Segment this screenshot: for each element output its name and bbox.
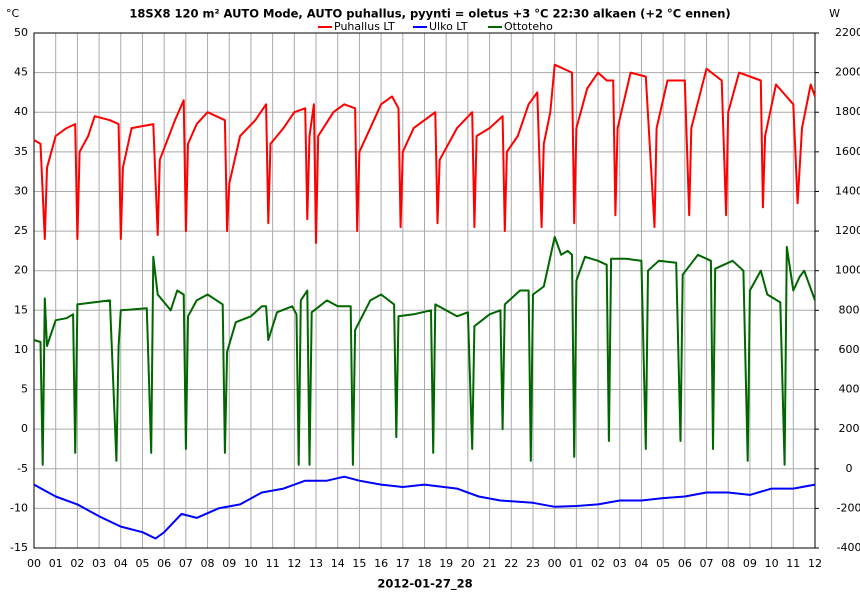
x-tick-label: 03 — [92, 557, 106, 570]
y2-tick-label: 600 — [839, 343, 860, 356]
x-tick-label: 04 — [114, 557, 128, 570]
x-tick-label: 23 — [526, 557, 540, 570]
legend-label: Puhallus LT — [334, 20, 395, 33]
plot-frame — [33, 32, 816, 549]
y2-tick-label: 1000 — [835, 264, 860, 277]
y-tick-label: -5 — [17, 462, 28, 475]
x-tick-label: 06 — [678, 557, 692, 570]
y-tick-label: -10 — [10, 501, 28, 514]
x-tick-label: 02 — [591, 557, 605, 570]
series-line — [33, 236, 816, 466]
y2-tick-label: 2000 — [835, 66, 860, 79]
y2-tick-label: 2200 — [835, 26, 860, 39]
y-tick-label: 25 — [14, 224, 28, 237]
x-tick-label: 09 — [743, 557, 757, 570]
legend-label: Ulko LT — [429, 20, 468, 33]
x-tick-label: 00 — [27, 557, 41, 570]
series-line — [33, 63, 816, 244]
y2-axis-unit: W — [829, 7, 840, 20]
y-tick-label: 50 — [14, 26, 28, 39]
x-tick-label: 05 — [135, 557, 149, 570]
y-tick-label: 10 — [14, 343, 28, 356]
x-tick-label: 01 — [49, 557, 63, 570]
x-tick-label: 14 — [331, 557, 345, 570]
x-tick-label: 07 — [179, 557, 193, 570]
x-tick-label: 01 — [569, 557, 583, 570]
y2-tick-label: 400 — [839, 383, 860, 396]
x-tick-label: 12 — [287, 557, 301, 570]
y-axis-unit: °C — [6, 7, 20, 20]
y-tick-label: 0 — [21, 422, 28, 435]
y2-tick-label: 800 — [839, 303, 860, 316]
x-tick-label: 22 — [504, 557, 518, 570]
x-tick-label: 21 — [483, 557, 497, 570]
x-tick-label: 06 — [157, 557, 171, 570]
x-tick-label: 09 — [222, 557, 236, 570]
x-axis-label: 2012-01-27_28 — [377, 577, 472, 592]
x-tick-label: 03 — [613, 557, 627, 570]
x-tick-label: 17 — [396, 557, 410, 570]
x-tick-label: 11 — [786, 557, 800, 570]
y-tick-label: 30 — [14, 184, 28, 197]
y-tick-label: 45 — [14, 66, 28, 79]
x-tick-label: 18 — [418, 557, 432, 570]
y2-tick-label: 0 — [846, 462, 853, 475]
y2-tick-label: 1200 — [835, 224, 860, 237]
x-tick-label: 19 — [439, 557, 453, 570]
series-line — [33, 475, 816, 540]
y2-tick-label: 1800 — [835, 105, 860, 118]
y-tick-label: 40 — [14, 105, 28, 118]
chart-title: 18SX8 120 m² AUTO Mode, AUTO puhallus, p… — [129, 7, 730, 21]
y2-tick-label: 1600 — [835, 145, 860, 158]
x-tick-label: 16 — [374, 557, 388, 570]
x-tick-label: 10 — [765, 557, 779, 570]
legend-label: Ottoteho — [504, 20, 553, 33]
x-tick-label: 05 — [656, 557, 670, 570]
x-tick-label: 07 — [700, 557, 714, 570]
y2-tick-label: -200 — [837, 501, 860, 514]
y-tick-label: 5 — [21, 383, 28, 396]
x-tick-label: 13 — [309, 557, 323, 570]
x-tick-label: 11 — [266, 557, 280, 570]
y2-tick-label: 200 — [839, 422, 860, 435]
x-tick-label: 00 — [548, 557, 562, 570]
x-tick-label: 08 — [721, 557, 735, 570]
y2-tick-label: 1400 — [835, 184, 860, 197]
y-tick-label: 35 — [14, 145, 28, 158]
y-tick-label: 15 — [14, 303, 28, 316]
y-tick-label: 20 — [14, 264, 28, 277]
x-tick-label: 10 — [244, 557, 258, 570]
y-tick-label: -15 — [10, 541, 28, 554]
y2-tick-label: -400 — [837, 541, 860, 554]
x-tick-label: 08 — [201, 557, 215, 570]
x-tick-label: 20 — [461, 557, 475, 570]
x-tick-label: 12 — [808, 557, 822, 570]
x-tick-label: 02 — [70, 557, 84, 570]
x-tick-label: 04 — [634, 557, 648, 570]
x-tick-label: 15 — [352, 557, 366, 570]
